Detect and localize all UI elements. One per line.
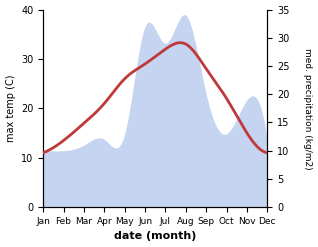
Y-axis label: max temp (C): max temp (C) — [5, 75, 16, 142]
Y-axis label: med. precipitation (kg/m2): med. precipitation (kg/m2) — [303, 48, 313, 169]
X-axis label: date (month): date (month) — [114, 231, 197, 242]
